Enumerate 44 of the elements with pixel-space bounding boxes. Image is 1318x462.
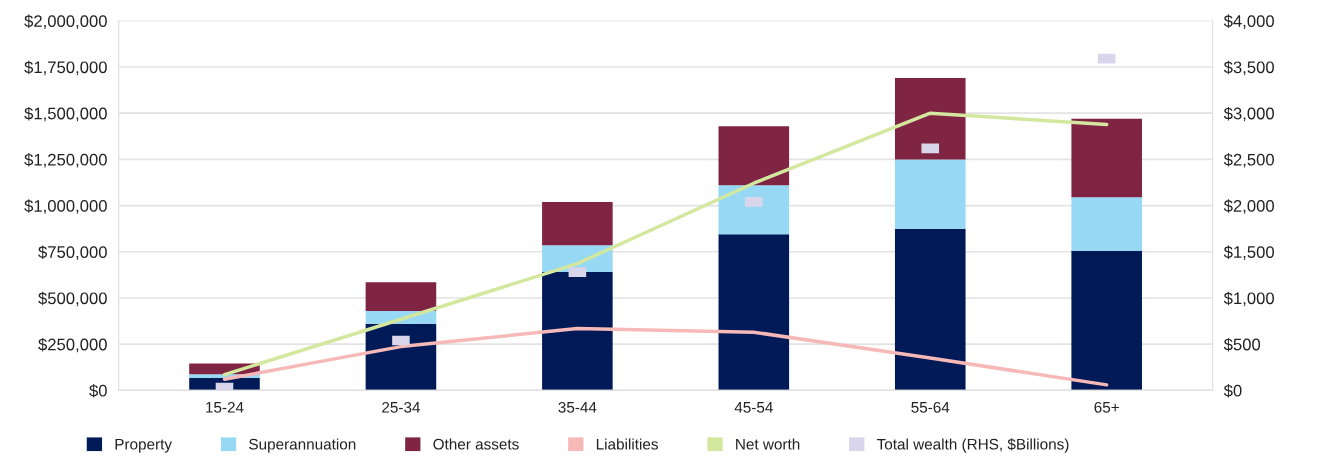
legend-label: Superannuation — [249, 438, 356, 453]
bar — [1071, 197, 1142, 251]
x-tick-label: 35-44 — [558, 401, 597, 413]
y-tick-label: $750,000 — [38, 245, 107, 260]
y2-tick-label: $3,500 — [1223, 60, 1274, 76]
bar — [542, 272, 613, 391]
y2-tick-label: $1,000 — [1223, 291, 1274, 307]
y2-tick-label: $0 — [1223, 384, 1242, 398]
y2-tick-label: $1,500 — [1223, 245, 1274, 260]
bar — [1071, 118, 1142, 198]
legend-label: Total wealth (RHS, $Billions) — [876, 438, 1069, 453]
bar — [894, 228, 966, 391]
y2-tick-label: $2,500 — [1223, 153, 1274, 168]
y-tick-label: $2,000,000 — [24, 14, 107, 29]
y-tick-label: $1,750,000 — [24, 60, 107, 76]
y-tick-label: $1,000,000 — [24, 199, 107, 214]
bar — [894, 78, 966, 160]
x-tick-label: 45-54 — [734, 402, 773, 413]
bar — [718, 185, 790, 235]
line-series — [222, 111, 1109, 377]
y2-tick-label: $3,000 — [1223, 106, 1274, 122]
x-tick-label: 25-34 — [382, 401, 421, 413]
y-tick-label: $1,500,000 — [24, 106, 107, 122]
legend-label: Liabilities — [596, 438, 658, 450]
legend-label: Net worth — [736, 438, 800, 450]
bar — [542, 201, 613, 246]
y-tick-label: $500,000 — [38, 291, 107, 307]
line-series — [222, 326, 1109, 387]
y2-tick-label: $2,000 — [1223, 199, 1274, 214]
bar — [718, 234, 790, 391]
y2-tick-label: $500 — [1223, 337, 1261, 352]
bar — [365, 282, 437, 311]
bar — [718, 126, 790, 186]
bar — [894, 159, 966, 229]
y-tick-label: $250,000 — [38, 337, 107, 353]
bar — [1071, 250, 1142, 391]
legend-label: Property — [115, 438, 172, 453]
legend-label: Other assets — [433, 438, 519, 450]
y-tick-label: $0 — [89, 384, 107, 398]
y2-tick-label: $4,000 — [1223, 14, 1274, 29]
x-tick-label: 55-64 — [911, 401, 950, 413]
y-tick-label: $1,250,000 — [24, 153, 107, 168]
x-tick-label: 65+ — [1094, 401, 1119, 413]
x-tick-label: 15-24 — [206, 401, 244, 413]
